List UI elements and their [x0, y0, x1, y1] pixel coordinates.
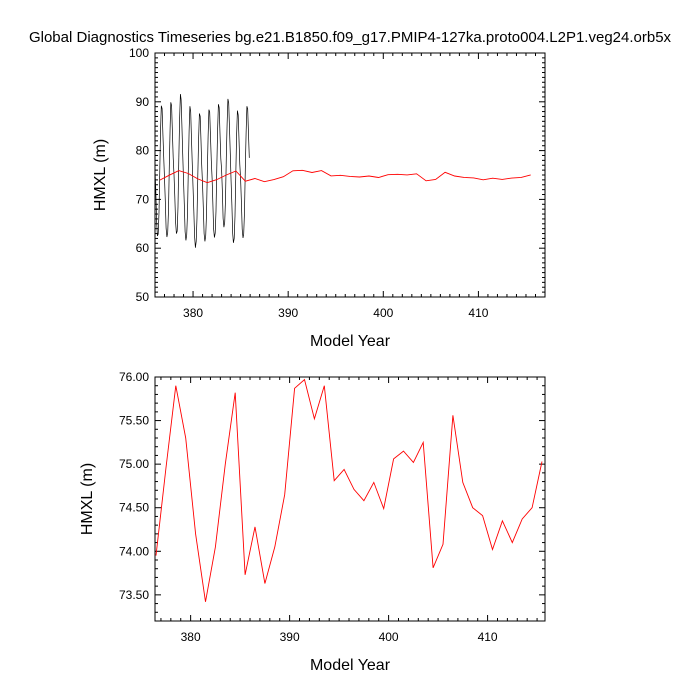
y-tick-label: 74.50: [119, 501, 149, 515]
y-axis-label: HMXL (m): [79, 463, 96, 535]
x-tick-label: 380: [183, 306, 203, 320]
series-group: [155, 378, 543, 602]
x-tick-label: 380: [181, 630, 201, 644]
x-tick-label: 390: [278, 306, 298, 320]
y-tick-label: 70: [136, 192, 150, 206]
monthly-series-line: [155, 93, 250, 248]
y-tick-label: 74.00: [119, 544, 149, 558]
y-tick-label: 73.50: [119, 588, 149, 602]
bottom-panel: 380 390 400 410 73.50 74.00 74.50 75.00 75.50 76.…: [79, 370, 546, 674]
y-tick-label: 90: [136, 95, 150, 109]
x-axis-label: Model Year: [310, 333, 391, 350]
annual-mean-series-line: [159, 169, 531, 184]
x-tick-label: 410: [468, 306, 488, 320]
top-panel: 380 390 400 410 50 60 70 80 90 100 Model Year HMXL …: [92, 46, 546, 350]
x-tick-label: 400: [373, 306, 393, 320]
y-tick-label: 76.00: [119, 370, 149, 384]
annual-mean-series-line: [155, 378, 543, 602]
y-tick-label: 75.50: [119, 414, 149, 428]
plot-frame: [154, 376, 546, 622]
y-tick-label: 60: [136, 241, 150, 255]
series-group: [155, 93, 531, 248]
y-axis-label: HMXL (m): [92, 139, 109, 211]
plot-frame: [154, 52, 546, 298]
chart-title: Global Diagnostics Timeseries bg.e21.B18…: [29, 29, 672, 46]
x-axis-label: Model Year: [310, 657, 391, 674]
x-tick-label: 390: [280, 630, 300, 644]
y-tick-label: 75.00: [119, 457, 149, 471]
y-tick-label: 80: [136, 144, 150, 158]
x-tick-label: 410: [478, 630, 498, 644]
x-tick-label: 400: [379, 630, 399, 644]
y-tick-label: 50: [136, 290, 150, 304]
y-tick-label: 100: [129, 46, 149, 60]
